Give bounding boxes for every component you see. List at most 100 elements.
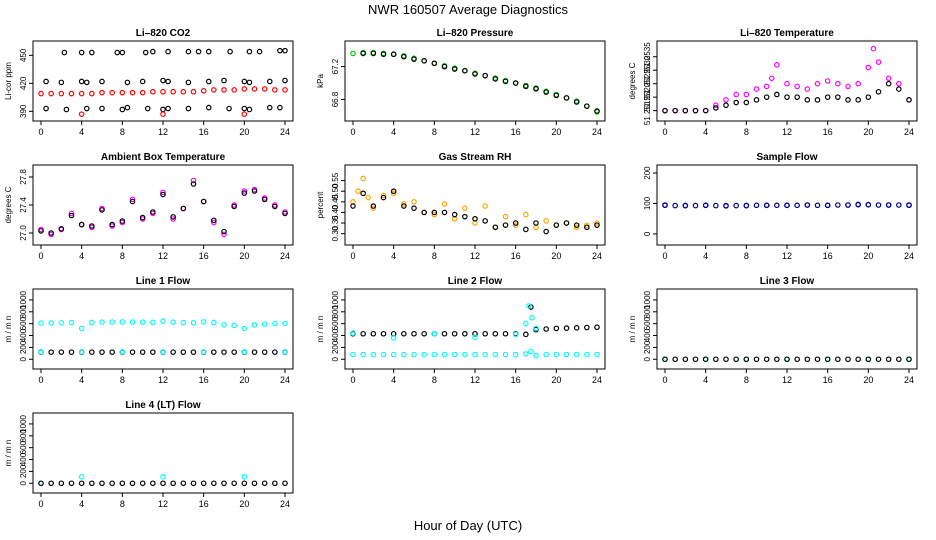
line1-ytick-label: 1000 <box>19 290 28 308</box>
line1-low_samples-point <box>241 349 248 355</box>
li_temp-mean-point <box>855 97 861 103</box>
pressure-mean-point <box>431 60 438 67</box>
rh-samples-point <box>431 211 438 218</box>
line1-high-point <box>139 319 146 325</box>
line1-ytick-label: 200 <box>19 340 28 354</box>
rh-mean-point <box>401 203 407 209</box>
box_temp-xtick-label: 4 <box>79 251 84 261</box>
rh-samples-point <box>401 201 407 207</box>
line2-low-point <box>482 351 488 358</box>
rh-mean-point <box>533 220 539 226</box>
line4-samples-point <box>160 473 166 480</box>
line2-low-point <box>492 351 499 358</box>
box_temp-mean-point <box>119 218 126 224</box>
line2-low-point <box>401 351 407 358</box>
line2-low-point <box>370 351 377 358</box>
box_temp-mean-point <box>231 203 237 210</box>
line4-mean-point <box>282 480 288 487</box>
rh-mean-point <box>563 220 570 226</box>
line4-ytick-label: 200 <box>19 464 28 478</box>
pressure-ytick-label: 66.8 <box>331 91 340 107</box>
line2-ytick-label: 600 <box>331 316 340 330</box>
co2-mean-point <box>139 89 146 96</box>
line3-mean-point <box>682 356 689 363</box>
line3-mean-point <box>692 356 699 363</box>
line1-high-point <box>99 319 105 325</box>
line2-low-point <box>431 351 438 358</box>
sample_flow-mean-point <box>824 202 831 209</box>
line4-xtick-label: 0 <box>38 499 43 509</box>
sample_flow-mean-point <box>814 202 821 209</box>
line2-high_mean-point <box>492 330 499 337</box>
line2-high_samples-point <box>512 331 519 338</box>
line1-low_mean-point <box>231 349 237 355</box>
co2-ytick-label: 450 <box>19 48 28 62</box>
line2-xtick-label: 16 <box>511 375 521 385</box>
line1-high-point <box>190 319 197 326</box>
panel-line2: Line 2 Flow m / m n 0 4 8 12 16 20 24 0 2004006008… <box>316 276 606 385</box>
line4-mean-point <box>170 480 176 487</box>
li_temp-mean-point <box>702 107 709 114</box>
li_temp-samples-point <box>723 97 729 103</box>
rh-samples-point <box>502 213 509 220</box>
line3-mean-point <box>814 356 821 363</box>
rh-mean-point <box>390 188 397 195</box>
line4-mean-point <box>109 480 115 487</box>
line2-high_mean-point <box>401 330 407 337</box>
line4-mean-point <box>58 480 65 487</box>
rh-samples-point <box>543 218 549 224</box>
li_temp-mean-point <box>763 94 770 100</box>
li_temp-xtick-label: 8 <box>744 127 749 137</box>
line2-ytick-label: 1000 <box>331 290 340 308</box>
line2-high_mean-point <box>584 324 590 331</box>
li_temp-ylabel: degrees C <box>628 62 637 99</box>
co2-outliers-point <box>78 111 85 117</box>
co2-mean-point <box>89 90 95 97</box>
sample_flow-mean-point <box>662 202 668 209</box>
panel-line3: Line 3 Flow m / m n 0 4 8 12 16 20 24 0 2004006008… <box>628 276 918 385</box>
line1-high-point <box>129 319 136 325</box>
line2-low-point <box>380 351 387 358</box>
line2-high_samples-point <box>431 330 438 337</box>
co2-ytick-label: 390 <box>19 104 28 118</box>
line4-mean-point <box>160 480 166 487</box>
line4-ytick-label: 1000 <box>19 414 28 432</box>
line1-high-point <box>170 319 176 325</box>
li_temp-title: Li–820 Temperature <box>740 28 834 39</box>
line3-mean-point <box>794 356 800 363</box>
sample_flow-mean-point <box>743 202 750 209</box>
sample_flow-xtick-label: 20 <box>863 251 873 261</box>
co2-xtick-label: 12 <box>158 127 168 137</box>
line3-mean-point <box>774 356 780 363</box>
panel-box_temp: Ambient Box Temperature degrees C 0 4 8 12 16 2… <box>4 152 294 261</box>
line1-low_mean-point <box>272 349 278 355</box>
li_temp-mean-point <box>774 91 780 98</box>
sample_flow-mean-point <box>804 202 811 208</box>
panel-line4: Line 4 (LT) Flow m / m n 0 4 8 12 16 20 24 0 20040… <box>4 400 294 509</box>
co2-mean-point <box>231 87 237 93</box>
line1-low_mean-point <box>89 349 95 355</box>
line2-low-point <box>421 351 427 358</box>
rh-samples-point <box>482 203 488 209</box>
co2-min-point <box>43 105 49 112</box>
line4-ytick-label: 400 <box>19 452 28 466</box>
line2-xtick-label: 12 <box>470 375 480 385</box>
rh-ylabel: percent <box>316 191 325 218</box>
rh-samples-point <box>360 175 366 182</box>
li_temp-mean-point <box>835 94 841 100</box>
box_temp-xtick-label: 20 <box>239 251 249 261</box>
li_temp-mean-point <box>672 107 678 114</box>
pressure-mean-point <box>482 72 488 79</box>
line2-xtick-label: 8 <box>432 375 437 385</box>
line4-mean-point <box>190 480 197 487</box>
line2-high_mean-point <box>451 330 458 337</box>
rh-xtick-label: 24 <box>592 251 602 261</box>
rh-mean-point <box>502 222 509 228</box>
co2-mean-point <box>160 88 166 95</box>
line1-high-point <box>180 319 187 326</box>
rh-samples-point <box>370 205 377 211</box>
co2-min-point <box>226 105 232 112</box>
line3-mean-point <box>845 356 851 363</box>
line1-low_samples-point <box>160 349 166 355</box>
line1-low_mean-point <box>109 349 115 355</box>
